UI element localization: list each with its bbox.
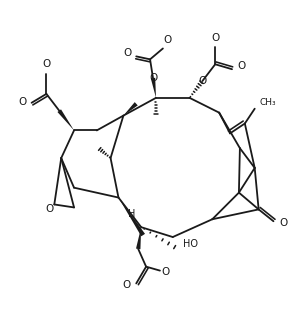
- Text: O: O: [279, 218, 288, 228]
- Polygon shape: [136, 227, 141, 249]
- Text: HO: HO: [183, 239, 198, 249]
- Polygon shape: [151, 78, 156, 98]
- Text: O: O: [123, 49, 131, 58]
- Text: O: O: [18, 97, 27, 107]
- Text: O: O: [162, 267, 170, 276]
- Text: O: O: [122, 280, 130, 290]
- Text: O: O: [42, 59, 50, 69]
- Text: O: O: [198, 76, 206, 86]
- Text: O: O: [45, 204, 54, 215]
- Polygon shape: [118, 198, 145, 236]
- Polygon shape: [123, 102, 138, 116]
- Text: O: O: [237, 61, 245, 71]
- Text: O: O: [149, 73, 157, 83]
- Text: H: H: [128, 209, 135, 219]
- Text: O: O: [211, 33, 219, 43]
- Polygon shape: [58, 109, 74, 130]
- Text: O: O: [164, 35, 172, 45]
- Text: CH₃: CH₃: [260, 98, 276, 107]
